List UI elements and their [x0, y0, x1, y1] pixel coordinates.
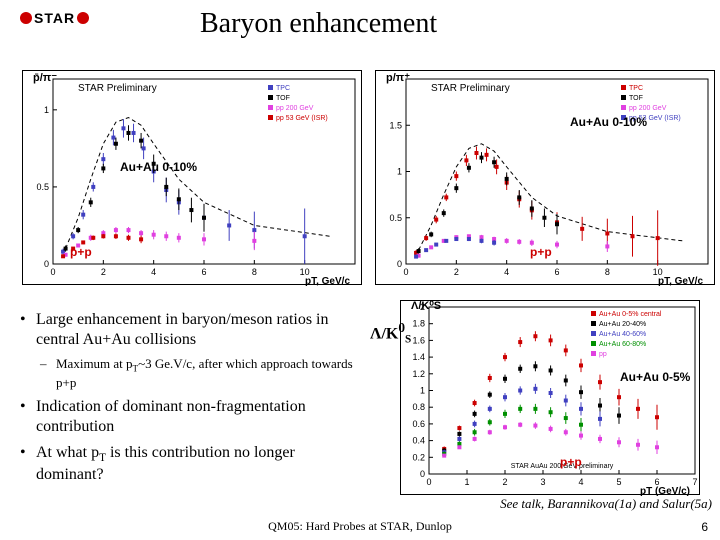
- bullet-1: Large enhancement in baryon/meson ratios…: [20, 310, 360, 350]
- svg-text:4: 4: [504, 267, 509, 277]
- star-logo: STAR: [20, 10, 89, 26]
- bullet-3-text: At what pT is this contribution no longe…: [36, 444, 295, 483]
- svg-text:Au+Au 0-5% central: Au+Au 0-5% central: [599, 311, 662, 318]
- svg-text:8: 8: [605, 267, 610, 277]
- svg-text:pp 53 GeV (ISR): pp 53 GeV (ISR): [276, 115, 328, 122]
- footer-text: QM05: Hard Probes at STAR, Dunlop: [0, 519, 720, 534]
- svg-text:1.4: 1.4: [412, 352, 425, 362]
- svg-text:1.5: 1.5: [389, 120, 402, 130]
- svg-text:6: 6: [554, 267, 559, 277]
- svg-text:4: 4: [151, 267, 156, 277]
- svg-text:1.2: 1.2: [412, 369, 425, 379]
- svg-text:1: 1: [464, 477, 469, 487]
- svg-text:0: 0: [426, 477, 431, 487]
- svg-text:STAR Preliminary: STAR Preliminary: [78, 83, 157, 94]
- svg-text:TOF: TOF: [629, 95, 643, 102]
- bullet-2: Indication of dominant non-fragmentation…: [20, 397, 360, 437]
- chart-bottom-ylabel: Λ/K0S: [370, 320, 411, 346]
- svg-text:pp: pp: [599, 351, 607, 358]
- bullet-3: At what pT is this contribution no longe…: [20, 443, 360, 485]
- svg-text:7: 7: [692, 477, 697, 487]
- svg-text:TOF: TOF: [276, 95, 290, 102]
- svg-text:pp 200 GeV: pp 200 GeV: [629, 105, 667, 112]
- chart-left-auau-label: Au+Au 0-10%: [120, 160, 197, 174]
- svg-text:0: 0: [403, 267, 408, 277]
- svg-text:1: 1: [420, 386, 425, 396]
- svg-text:5: 5: [616, 477, 621, 487]
- svg-text:1: 1: [397, 167, 402, 177]
- svg-text:p̄/π⁻: p̄/π⁻: [33, 72, 57, 84]
- svg-text:Au+Au 40-60%: Au+Au 40-60%: [599, 331, 646, 338]
- svg-text:3: 3: [540, 477, 545, 487]
- page-title: Baryon enhancement: [200, 8, 437, 40]
- svg-text:0: 0: [397, 259, 402, 269]
- svg-text:0.2: 0.2: [412, 452, 425, 462]
- see-talk-note: See talk, Barannikova(1a) and Salur(5a): [500, 496, 712, 512]
- svg-text:1.8: 1.8: [412, 319, 425, 329]
- star-dot-left: [20, 12, 32, 24]
- chart-bottom-auau-label: Au+Au 0-5%: [620, 370, 690, 384]
- svg-text:0.8: 0.8: [412, 402, 425, 412]
- svg-text:0.4: 0.4: [412, 436, 425, 446]
- svg-text:0.6: 0.6: [412, 419, 425, 429]
- svg-text:1.6: 1.6: [412, 335, 425, 345]
- svg-text:8: 8: [252, 267, 257, 277]
- svg-text:STAR Preliminary: STAR Preliminary: [431, 83, 510, 94]
- chart-right-pp-label: p+p: [530, 245, 552, 259]
- star-dot-right: [77, 12, 89, 24]
- chart-lambda-k0s: 0123456700.20.40.60.811.21.41.61.82Λ/K⁰S…: [400, 300, 700, 495]
- svg-text:pT, GeV/c: pT, GeV/c: [658, 276, 703, 286]
- svg-text:0.5: 0.5: [389, 213, 402, 223]
- chart-right-auau-label: Au+Au 0-10%: [570, 115, 647, 129]
- page-number: 6: [701, 520, 708, 534]
- svg-text:0: 0: [50, 267, 55, 277]
- bullet-list: Large enhancement in baryon/meson ratios…: [20, 310, 360, 491]
- svg-text:0: 0: [420, 469, 425, 479]
- chart-bottom-pp-label: p+p: [560, 455, 582, 469]
- svg-text:TPC: TPC: [276, 85, 290, 92]
- bullet-1a: Maximum at pT~3 Ge.V/c, after which appr…: [40, 356, 360, 391]
- svg-text:TPC: TPC: [629, 85, 643, 92]
- svg-text:p/π⁺: p/π⁺: [386, 72, 410, 84]
- chart-left-pp-label: p+p: [70, 245, 92, 259]
- svg-text:pp 200 GeV: pp 200 GeV: [276, 105, 314, 112]
- svg-text:Λ/K⁰S: Λ/K⁰S: [411, 301, 441, 312]
- svg-text:0.5: 0.5: [36, 182, 49, 192]
- svg-text:4: 4: [578, 477, 583, 487]
- svg-text:Au+Au 60-80%: Au+Au 60-80%: [599, 341, 646, 348]
- svg-text:pT (GeV/c): pT (GeV/c): [640, 486, 690, 496]
- bullet-1a-text: Maximum at pT~3 Ge.V/c, after which appr…: [56, 356, 353, 390]
- chart-bottom-svg: 0123456700.20.40.60.811.21.41.61.82Λ/K⁰S…: [401, 301, 701, 496]
- svg-text:2: 2: [101, 267, 106, 277]
- svg-text:2: 2: [502, 477, 507, 487]
- svg-text:1: 1: [44, 105, 49, 115]
- svg-text:2: 2: [454, 267, 459, 277]
- svg-text:0: 0: [44, 259, 49, 269]
- svg-text:pT, GeV/c: pT, GeV/c: [305, 276, 350, 286]
- svg-text:Au+Au 20-40%: Au+Au 20-40%: [599, 321, 646, 328]
- svg-text:6: 6: [201, 267, 206, 277]
- star-logo-text: STAR: [34, 10, 75, 26]
